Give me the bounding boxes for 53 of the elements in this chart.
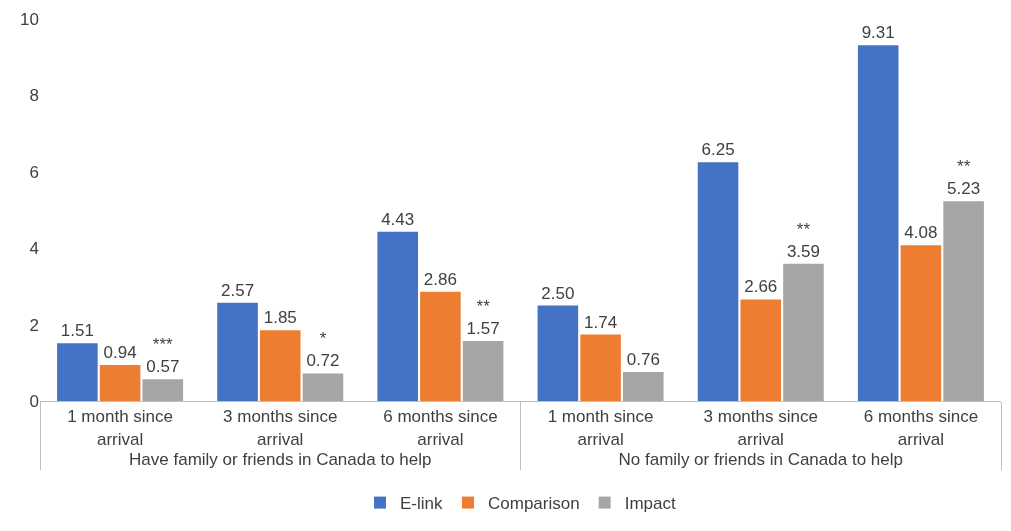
bar bbox=[580, 334, 621, 401]
data-label: * 0.72 bbox=[306, 329, 340, 371]
data-label: 1.51 bbox=[60, 321, 94, 341]
y-tick-label: 2 bbox=[29, 315, 39, 335]
bar bbox=[420, 291, 461, 401]
legend-label: E-link bbox=[400, 494, 444, 514]
data-label: 4.08 bbox=[904, 223, 938, 243]
bar bbox=[740, 299, 782, 401]
y-tick-label: 4 bbox=[29, 239, 39, 259]
x-tick-label: 3 months since arrival bbox=[703, 407, 818, 449]
bar bbox=[943, 201, 984, 401]
bar bbox=[302, 373, 344, 401]
y-tick-label: 6 bbox=[29, 162, 39, 182]
data-label: 1.74 bbox=[584, 312, 618, 332]
bar bbox=[462, 341, 504, 401]
legend-label: Impact bbox=[624, 494, 676, 514]
data-label: ** 5.23 bbox=[947, 157, 981, 199]
data-label: ** 3.59 bbox=[786, 219, 821, 261]
data-label: 2.86 bbox=[423, 269, 457, 289]
x-tick-label: 1 month since arrival bbox=[67, 407, 173, 449]
legend-label: Comparison bbox=[488, 494, 580, 514]
data-label: *** 0.57 bbox=[146, 335, 180, 377]
data-label: 2.50 bbox=[541, 283, 575, 303]
data-label: 2.66 bbox=[744, 277, 778, 297]
bar bbox=[623, 371, 664, 401]
y-tick-label: 8 bbox=[29, 86, 39, 106]
x-tick-label: 6 months since arrival bbox=[383, 407, 498, 449]
bar bbox=[783, 263, 824, 401]
text: Have family or friends in Canada to help bbox=[129, 450, 432, 470]
data-label: ** 1.57 bbox=[466, 296, 500, 339]
data-label: 9.31 bbox=[861, 23, 895, 43]
text: No family or friends in Canada to help bbox=[618, 450, 903, 470]
bar bbox=[900, 245, 942, 401]
x-tick-label: 6 months since arrival bbox=[863, 407, 979, 449]
data-label: 4.43 bbox=[381, 209, 415, 229]
bar bbox=[697, 162, 739, 401]
data-label: 1.85 bbox=[263, 308, 297, 328]
data-label: 2.57 bbox=[220, 280, 255, 300]
bar bbox=[259, 330, 301, 401]
bar bbox=[99, 365, 141, 401]
x-tick-label: 1 month since arrival bbox=[547, 407, 654, 449]
y-tick-label: 10 bbox=[20, 9, 39, 29]
bar bbox=[217, 302, 258, 401]
bar bbox=[537, 305, 579, 401]
bar bbox=[857, 45, 899, 401]
bar bbox=[57, 343, 98, 401]
data-label: 6.25 bbox=[701, 140, 735, 160]
x-tick-label: 3 months since arrival bbox=[223, 407, 338, 449]
bar bbox=[377, 231, 418, 401]
bar bbox=[142, 379, 184, 401]
data-label: 0.94 bbox=[103, 343, 137, 363]
data-label: 0.76 bbox=[626, 349, 660, 369]
y-tick-label: 0 bbox=[29, 391, 39, 411]
